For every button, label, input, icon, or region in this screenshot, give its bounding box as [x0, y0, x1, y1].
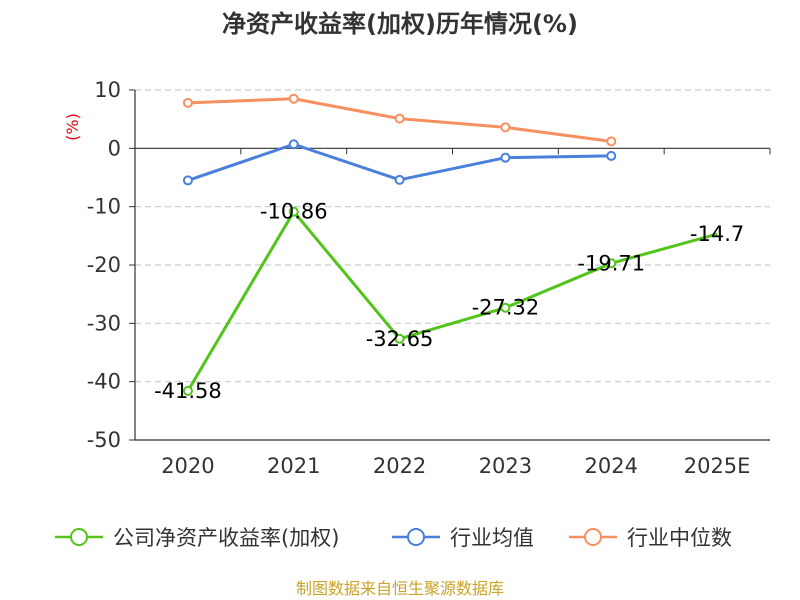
series-point [288, 206, 299, 217]
series-point [500, 302, 511, 313]
x-tick-label: 2024 [585, 454, 638, 478]
series-point [500, 122, 511, 133]
x-tick-label: 2023 [479, 454, 532, 478]
series-point [182, 385, 193, 396]
y-tick-label: -40 [87, 370, 121, 394]
data-label: -14.7 [690, 222, 744, 246]
legend-label: 公司净资产收益率(加权) [113, 526, 339, 550]
y-tick-label: -50 [87, 428, 121, 452]
legend-label: 行业均值 [450, 526, 534, 550]
series-point [288, 139, 299, 150]
source-note: 制图数据来自恒生聚源数据库 [296, 579, 504, 598]
series-point [182, 175, 193, 186]
y-tick-label: -30 [87, 311, 121, 335]
legend-label: 行业中位数 [627, 526, 732, 550]
legend-marker [70, 528, 88, 546]
data-label: -32.65 [366, 327, 434, 351]
series-layer [182, 93, 718, 396]
series-point [606, 258, 617, 269]
series-point [288, 93, 299, 104]
data-label: -41.58 [154, 379, 222, 403]
series-point [182, 97, 193, 108]
y-tick-label: 0 [108, 136, 121, 160]
chart-title: 净资产收益率(加权)历年情况(%) [222, 10, 578, 38]
y-tick-label: -20 [87, 253, 121, 277]
x-tick-label: 2022 [373, 454, 426, 478]
data-label: -19.71 [577, 251, 645, 275]
data-label: -27.32 [472, 296, 540, 320]
x-tick-label: 2021 [267, 454, 320, 478]
y-tick-label: -10 [87, 195, 121, 219]
axes: 10 0 -10 -20 -30 -40 -50 2020 2021 2022 2023 2024 20… [87, 78, 771, 478]
series-point [394, 174, 405, 185]
series-point [394, 113, 405, 124]
data-labels: -41.58 -10.86 -32.65 -27.32 -19.71 -14.7 [154, 200, 744, 403]
legend-marker [584, 528, 602, 546]
x-tick-label: 2020 [161, 454, 214, 478]
grid-lines [135, 89, 770, 441]
y-tick-label: 10 [94, 78, 121, 102]
x-tick-label: 2025E [684, 454, 751, 478]
series-line [186, 210, 718, 392]
series-point [500, 152, 511, 163]
legend-marker [407, 528, 425, 546]
series-point [606, 150, 617, 161]
series-point [394, 333, 405, 344]
data-label: -10.86 [260, 200, 328, 224]
y-axis-unit: (%) [63, 113, 82, 141]
legend: 公司净资产收益率(加权) 行业均值 行业中位数 [55, 526, 732, 550]
series-point [606, 136, 617, 147]
